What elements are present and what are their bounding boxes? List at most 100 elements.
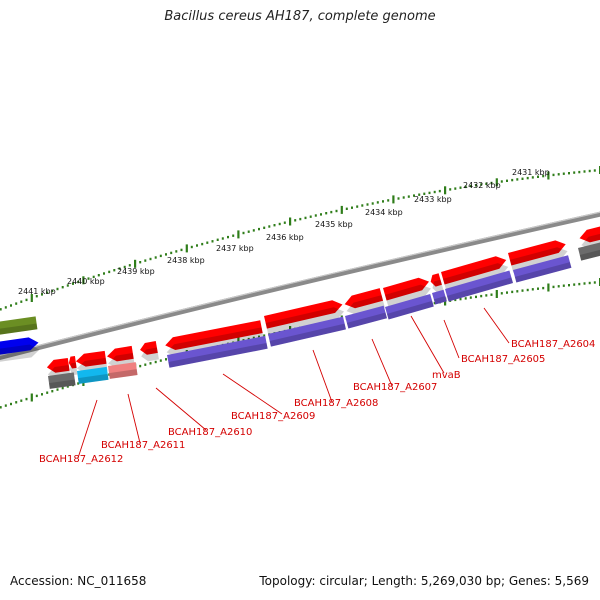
gene-red-h[interactable] xyxy=(164,320,265,358)
gene-label-BCAH187_A2604[interactable]: BCAH187_A2604 xyxy=(511,339,595,350)
gene-grey-right[interactable] xyxy=(578,240,600,261)
inner-dot xyxy=(593,281,596,284)
inner-major-tick xyxy=(30,393,33,402)
gene-label-BCAH187_A2610[interactable]: BCAH187_A2610 xyxy=(168,427,252,438)
gene-olive-left[interactable] xyxy=(0,316,38,335)
inner-dot xyxy=(562,284,565,287)
outer-dot xyxy=(15,302,18,305)
gene-red-g[interactable] xyxy=(264,298,346,336)
inner-dot xyxy=(66,385,69,388)
kbp-label-2436: 2436 kbp xyxy=(266,233,304,242)
gene-red-d-shade xyxy=(432,279,444,293)
gene-label-BCAH187_A2611[interactable]: BCAH187_A2611 xyxy=(101,440,185,451)
outer-dot xyxy=(521,177,524,180)
inner-dot xyxy=(542,286,545,290)
gene-features[interactable] xyxy=(0,225,600,389)
gene-olive-left-shade xyxy=(0,323,38,335)
outer-dot xyxy=(526,176,529,180)
gene-grey-left[interactable] xyxy=(48,372,76,389)
gene-purple-f-shade xyxy=(269,323,346,347)
outer-major-tick xyxy=(444,186,447,195)
gene-purple-c[interactable] xyxy=(432,289,447,305)
inner-dot xyxy=(56,388,59,391)
outer-dot xyxy=(4,306,7,309)
inner-dot xyxy=(485,294,488,297)
gene-purple-a[interactable] xyxy=(513,255,572,283)
inner-dot xyxy=(511,290,514,294)
outer-dot xyxy=(361,204,364,207)
inner-dot xyxy=(108,373,111,376)
gene-label-BCAH187_A2612[interactable]: BCAH187_A2612 xyxy=(39,454,123,465)
gene-grey-left-shade xyxy=(48,379,76,389)
outer-dot xyxy=(242,231,245,235)
inner-dot xyxy=(149,362,152,365)
gene-cyan[interactable] xyxy=(77,366,109,384)
gene-label-BCAH187_A2608[interactable]: BCAH187_A2608 xyxy=(294,398,378,409)
inner-dot xyxy=(464,297,467,300)
inner-dot xyxy=(500,292,503,295)
outer-dot xyxy=(366,203,369,206)
outer-dot xyxy=(159,254,162,258)
gene-red-e[interactable] xyxy=(383,275,433,308)
outer-dot xyxy=(330,210,333,214)
kbp-labels: 2431 kbp 2432 kbp 2433 kbp 2434 kbp 2435… xyxy=(18,168,550,296)
outer-dot xyxy=(516,178,519,181)
kbp-label-2431: 2431 kbp xyxy=(512,168,550,177)
gene-label-BCAH187_A2609[interactable]: BCAH187_A2609 xyxy=(231,411,315,422)
outer-dot xyxy=(87,277,90,280)
gene-grey-right-body xyxy=(578,240,600,261)
gene-labels: BCAH187_A2604 BCAH187_A2605 mvaB BCAH187… xyxy=(39,339,595,465)
gene-red-c[interactable] xyxy=(441,254,510,292)
gene-grey-left-body xyxy=(48,372,76,389)
leader-line-1 xyxy=(443,319,460,359)
outer-dot xyxy=(61,286,64,289)
gene-red-h-body xyxy=(165,320,263,351)
outer-dot xyxy=(578,170,581,174)
gene-purple-e[interactable] xyxy=(345,305,388,329)
outer-dot xyxy=(123,265,126,269)
gene-blue-left[interactable] xyxy=(0,336,40,362)
leader-line-7 xyxy=(127,393,141,444)
gene-purple-c-shade xyxy=(433,296,447,305)
inner-major-tick xyxy=(495,290,498,298)
gene-red-e-body xyxy=(383,277,430,301)
gene-pink[interactable] xyxy=(108,362,138,379)
outer-dot xyxy=(423,192,426,195)
outer-dot xyxy=(190,245,193,249)
gene-red-l[interactable] xyxy=(68,356,78,376)
gene-purple-g[interactable] xyxy=(167,335,268,368)
outer-dot xyxy=(500,180,503,183)
gene-red-d[interactable] xyxy=(429,273,444,294)
outer-dot xyxy=(299,217,302,221)
gene-red-g-body xyxy=(264,300,343,329)
outer-dot xyxy=(568,172,570,175)
gene-purple-e-shade xyxy=(346,312,388,329)
topology-text: Topology: circular; Length: 5,269,030 bp… xyxy=(259,574,589,588)
outer-dot xyxy=(139,261,142,264)
gene-purple-b[interactable] xyxy=(445,270,513,302)
gene-purple-d[interactable] xyxy=(385,294,434,320)
outer-dot xyxy=(469,184,472,188)
gene-label-BCAH187_A2605[interactable]: BCAH187_A2605 xyxy=(461,354,545,365)
outer-dot xyxy=(108,270,111,274)
gene-label-BCAH187_A2607[interactable]: BCAH187_A2607 xyxy=(353,382,437,393)
outer-dot xyxy=(46,291,49,294)
outer-dot xyxy=(25,298,28,302)
inner-dot xyxy=(537,287,539,290)
outer-dot xyxy=(506,179,508,182)
outer-dot xyxy=(92,275,95,279)
outer-dot xyxy=(371,202,374,205)
outer-dot xyxy=(557,173,560,176)
outer-dot xyxy=(268,225,271,228)
gene-purple-b-body xyxy=(445,270,513,302)
gene-purple-g-shade xyxy=(168,342,268,368)
outer-dot xyxy=(552,173,555,177)
gene-red-i[interactable] xyxy=(139,341,159,362)
gene-purple-f[interactable] xyxy=(268,316,346,347)
gene-label-mvaB[interactable]: mvaB xyxy=(432,370,461,381)
leader-line-0 xyxy=(483,307,510,344)
gene-red-b[interactable] xyxy=(508,238,569,273)
leader-line-3 xyxy=(371,338,393,387)
outer-dot xyxy=(51,289,54,292)
